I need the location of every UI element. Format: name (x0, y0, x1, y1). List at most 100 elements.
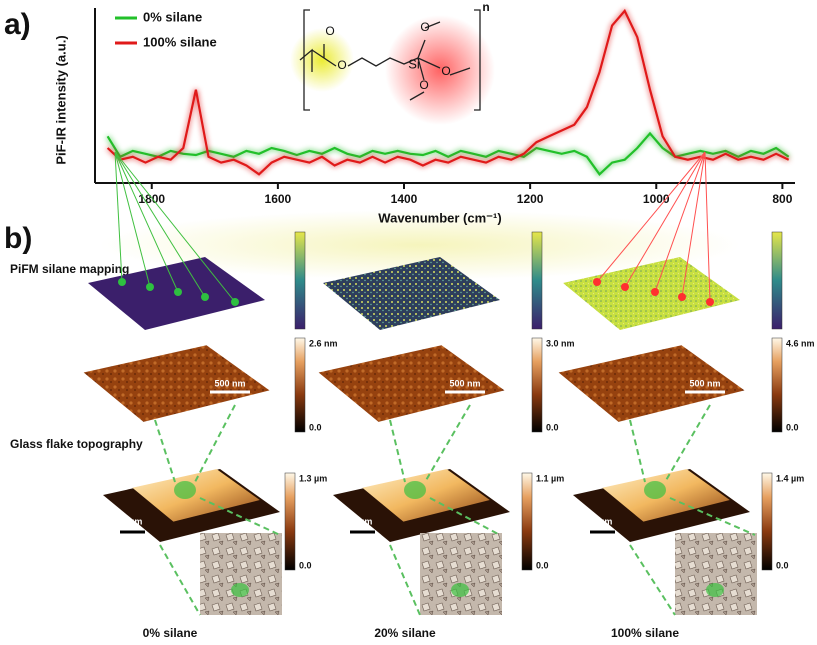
dot (621, 283, 629, 291)
connector (154, 404, 281, 616)
dot (706, 298, 714, 306)
scale-label: 5 µm (592, 516, 613, 526)
colorbar-max: 1.4 µm (776, 473, 804, 483)
highlight (706, 583, 724, 597)
row-label: Glass flake topography (10, 437, 143, 451)
topography-map (318, 345, 505, 422)
panel-b: b) PiFM silane mapping Glass flake topogra… (4, 151, 815, 640)
dot (174, 288, 182, 296)
row-label: PiFM silane mapping (10, 262, 129, 276)
pointer (114, 151, 151, 288)
colorbar (521, 472, 533, 571)
column-caption: 0% silane (143, 626, 198, 640)
colorbar-min: 0.0 (546, 422, 559, 432)
colorbar (284, 472, 296, 571)
x-tick-label: 1600 (265, 192, 292, 206)
dot (593, 278, 601, 286)
topography-map (83, 345, 270, 422)
scale-label: 500 nm (214, 378, 245, 388)
colorbar (531, 231, 543, 330)
glow (290, 28, 354, 92)
colorbar-max: 2.6 nm (309, 338, 338, 348)
colorbar-min: 0.0 (309, 422, 322, 432)
pointer (114, 151, 236, 303)
colorbar (761, 472, 773, 571)
scale-label: 500 nm (689, 378, 720, 388)
flake (602, 469, 730, 522)
pointer (654, 151, 706, 293)
highlight (644, 481, 666, 499)
glow (385, 15, 495, 125)
column-caption: 20% silane (374, 626, 436, 640)
x-tick-label: 1800 (138, 192, 165, 206)
highlight (174, 481, 196, 499)
legend-label: 100% silane (143, 34, 217, 49)
pointer (596, 151, 706, 283)
flake (132, 469, 260, 522)
dot (678, 293, 686, 301)
dot (146, 283, 154, 291)
legend-label: 0% silane (143, 9, 202, 24)
connector (389, 404, 501, 616)
colorbar (771, 337, 783, 433)
panel-label: b) (4, 222, 32, 255)
micrograph (200, 533, 282, 615)
pointer (704, 151, 711, 303)
atom-label: Si (408, 56, 420, 71)
pointer (624, 151, 706, 288)
colorbar (531, 337, 543, 433)
dot (201, 293, 209, 301)
pointer (681, 151, 706, 298)
colorbar (294, 337, 306, 433)
pointer (114, 151, 179, 293)
atom-label: O (337, 58, 346, 72)
x-tick-label: 800 (772, 192, 792, 206)
x-tick-label: 1400 (391, 192, 418, 206)
atom-label: O (441, 64, 450, 78)
connector (629, 404, 756, 616)
panel-label: a) (4, 8, 31, 41)
pifm-map (323, 257, 500, 330)
x-tick-label: 1200 (517, 192, 544, 206)
colorbar-min: 0.0 (536, 560, 549, 570)
highlight (231, 583, 249, 597)
flake (362, 469, 490, 522)
topography-map (558, 345, 745, 422)
atom-label: O (325, 24, 334, 38)
dot (118, 278, 126, 286)
colorbar (294, 231, 306, 330)
series-line (106, 8, 790, 176)
colorbar-min: 0.0 (786, 422, 799, 432)
colorbar-max: 1.1 µm (536, 473, 564, 483)
bracket (303, 9, 481, 111)
highlight (404, 481, 426, 499)
colorbar-min: 0.0 (776, 560, 789, 570)
colorbar-max: 3.0 nm (546, 338, 575, 348)
scale-label: 5 µm (122, 516, 143, 526)
atom-label: O (420, 20, 429, 34)
dot (231, 298, 239, 306)
colorbar (771, 231, 783, 330)
column-caption: 100% silane (611, 626, 679, 640)
x-axis-label: Wavenumber (cm⁻¹) (378, 210, 501, 225)
pointer (114, 151, 206, 298)
colorbar-max: 4.6 nm (786, 338, 815, 348)
dot (651, 288, 659, 296)
colorbar-min: 0.0 (299, 560, 312, 570)
y-axis-label: PiF-IR intensity (a.u.) (53, 35, 68, 164)
bond (299, 21, 471, 101)
atom-label: n (482, 0, 489, 14)
micrograph (675, 533, 757, 615)
scale-label: 500 nm (449, 378, 480, 388)
colorbar-max: 1.3 µm (299, 473, 327, 483)
micrograph (420, 533, 502, 615)
series-line (106, 131, 790, 176)
highlight (451, 583, 469, 597)
pointer (114, 151, 123, 283)
atom-label: O (419, 78, 428, 92)
scale-label: 5 µm (352, 516, 373, 526)
